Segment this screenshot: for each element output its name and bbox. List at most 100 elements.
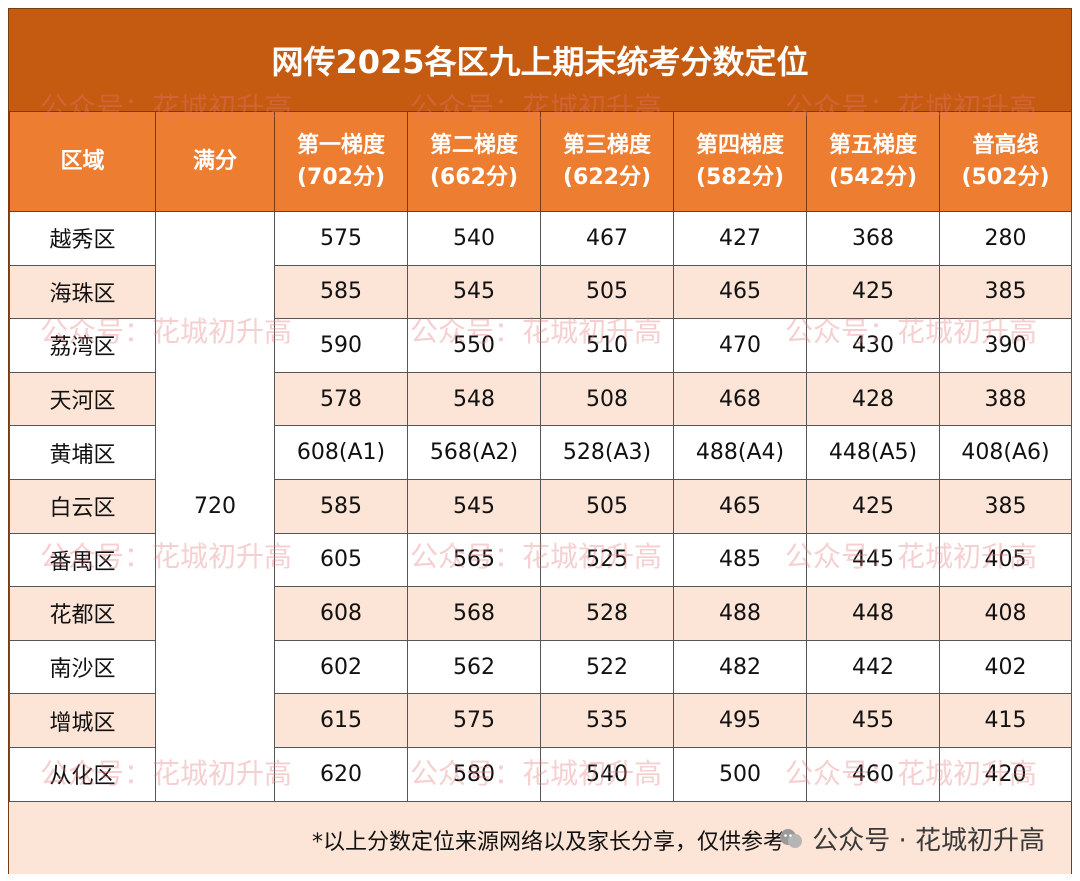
score-cell: 545: [407, 478, 541, 534]
score-cell: 488(A4): [673, 425, 807, 480]
wechat-icon: [778, 826, 804, 852]
score-cell: 580: [407, 746, 541, 802]
table-body: 越秀区 720 575 540 467 427 368 280 海珠区 585 545 505 465 4…: [9, 211, 1072, 802]
table-row: 增城区 615 575 535 495 455 415: [9, 693, 1072, 748]
score-cell: 420: [939, 746, 1072, 802]
score-cell: 405: [939, 532, 1072, 588]
score-cell: 430: [806, 318, 940, 373]
score-cell: 442: [806, 639, 940, 695]
district-cell: 花都区: [9, 586, 156, 641]
score-cell: 585: [274, 264, 408, 320]
score-cell: 425: [806, 264, 940, 320]
score-cell: 608: [274, 586, 408, 641]
score-cell: 495: [673, 693, 807, 748]
table-row: 荔湾区 590 550 510 470 430 390: [9, 318, 1072, 373]
column-header-label: 普高线: [972, 132, 1039, 158]
column-header: 第三梯度 (622分): [540, 111, 674, 212]
score-cell: 590: [274, 318, 408, 373]
table-row: 海珠区 585 545 505 465 425 385: [9, 264, 1072, 320]
district-cell: 海珠区: [9, 264, 156, 320]
column-header-label: 满分: [192, 148, 237, 174]
score-cell: 585: [274, 478, 408, 534]
score-cell: 488: [673, 586, 807, 641]
score-cell: 388: [939, 371, 1072, 427]
district-cell: 白云区: [9, 478, 156, 534]
score-cell: 505: [540, 264, 674, 320]
column-header: 区域: [9, 111, 156, 212]
score-cell: 470: [673, 318, 807, 373]
score-cell: 485: [673, 532, 807, 588]
column-header-score: (582分): [695, 164, 785, 190]
score-cell: 415: [939, 693, 1072, 748]
score-cell: 482: [673, 639, 807, 695]
score-cell: 455: [806, 693, 940, 748]
score-cell: 568(A2): [407, 425, 541, 480]
score-cell: 525: [540, 532, 674, 588]
column-header: 第四梯度 (582分): [673, 111, 807, 212]
column-header-label: 第四梯度: [695, 132, 784, 158]
header-row: 区域 满分 第一梯度 (702分) 第二梯度 (662分) 第三梯度 (622分) 第四梯度 (5…: [9, 111, 1072, 212]
score-cell: 448: [806, 586, 940, 641]
column-header: 第五梯度 (542分): [806, 111, 940, 212]
score-cell: 535: [540, 693, 674, 748]
column-header: 第二梯度 (662分): [407, 111, 541, 212]
score-cell: 467: [540, 211, 674, 266]
district-cell: 越秀区: [9, 211, 156, 266]
column-header-score: (662分): [429, 164, 519, 190]
score-cell: 445: [806, 532, 940, 588]
footer-brand: 公众号 · 花城初升高: [778, 820, 1045, 857]
score-cell: 575: [407, 693, 541, 748]
score-cell: 408(A6): [939, 425, 1072, 480]
column-header: 普高线 (502分): [939, 111, 1072, 212]
score-cell: 528: [540, 586, 674, 641]
district-cell: 增城区: [9, 693, 156, 748]
column-header-label: 第一梯度: [296, 132, 385, 158]
footer-note: *以上分数定位来源网络以及家长分享，仅供参考: [311, 830, 785, 855]
column-header: 第一梯度 (702分): [274, 111, 408, 212]
column-header: 满分: [155, 111, 275, 212]
score-cell: 448(A5): [806, 425, 940, 480]
score-cell: 427: [673, 211, 807, 266]
score-cell: 578: [274, 371, 408, 427]
column-header-label: 第五梯度: [828, 132, 917, 158]
score-cell: 385: [939, 264, 1072, 320]
score-cell: 562: [407, 639, 541, 695]
column-header-score: (502分): [961, 164, 1050, 190]
score-cell: 568: [407, 586, 541, 641]
score-cell: 402: [939, 639, 1072, 695]
score-cell: 500: [673, 746, 807, 802]
score-cell: 428: [806, 371, 940, 427]
score-cell: 528(A3): [540, 425, 674, 480]
score-table: 区域 满分 第一梯度 (702分) 第二梯度 (662分) 第三梯度 (622分) 第四梯度 (5…: [9, 111, 1072, 802]
table-row: 越秀区 720 575 540 467 427 368 280: [9, 211, 1072, 802]
footer: *以上分数定位来源网络以及家长分享，仅供参考 公众号 · 花城初升高: [9, 801, 1071, 874]
score-cell: 545: [407, 264, 541, 320]
column-header-label: 区域: [60, 148, 105, 174]
column-header-score: (702分): [296, 164, 386, 190]
score-cell: 505: [540, 478, 674, 534]
column-header-label: 第三梯度: [562, 132, 651, 158]
district-cell: 番禺区: [9, 532, 156, 588]
table-row: 黄埔区 608(A1) 568(A2) 528(A3) 488(A4) 448(A5) 40…: [9, 425, 1072, 480]
district-cell: 黄埔区: [9, 425, 156, 480]
district-cell: 荔湾区: [9, 318, 156, 373]
score-cell: 522: [540, 639, 674, 695]
table-row: 花都区 608 568 528 488 448 408: [9, 586, 1072, 641]
district-cell: 南沙区: [9, 639, 156, 695]
score-table-sheet: 网传2025各区九上期末统考分数定位 区域 满分 第一梯度 (702分) 第二梯度 (66…: [8, 8, 1072, 874]
table-row: 番禺区 605 565 525 485 445 405: [9, 532, 1072, 588]
table-row: 白云区 585 545 505 465 425 385: [9, 478, 1072, 534]
score-cell: 280: [939, 211, 1072, 266]
score-cell: 460: [806, 746, 940, 802]
score-cell: 510: [540, 318, 674, 373]
table-row: 南沙区 602 562 522 482 442 402: [9, 639, 1072, 695]
column-header-score: (542分): [828, 164, 918, 190]
score-cell: 465: [673, 478, 807, 534]
score-cell: 608(A1): [274, 425, 408, 480]
table-title: 网传2025各区九上期末统考分数定位: [9, 9, 1071, 112]
score-cell: 615: [274, 693, 408, 748]
footer-brand-text: 公众号 · 花城初升高: [812, 826, 1045, 856]
score-cell: 540: [407, 211, 541, 266]
score-cell: 508: [540, 371, 674, 427]
full-score-cell: 720: [155, 211, 275, 802]
